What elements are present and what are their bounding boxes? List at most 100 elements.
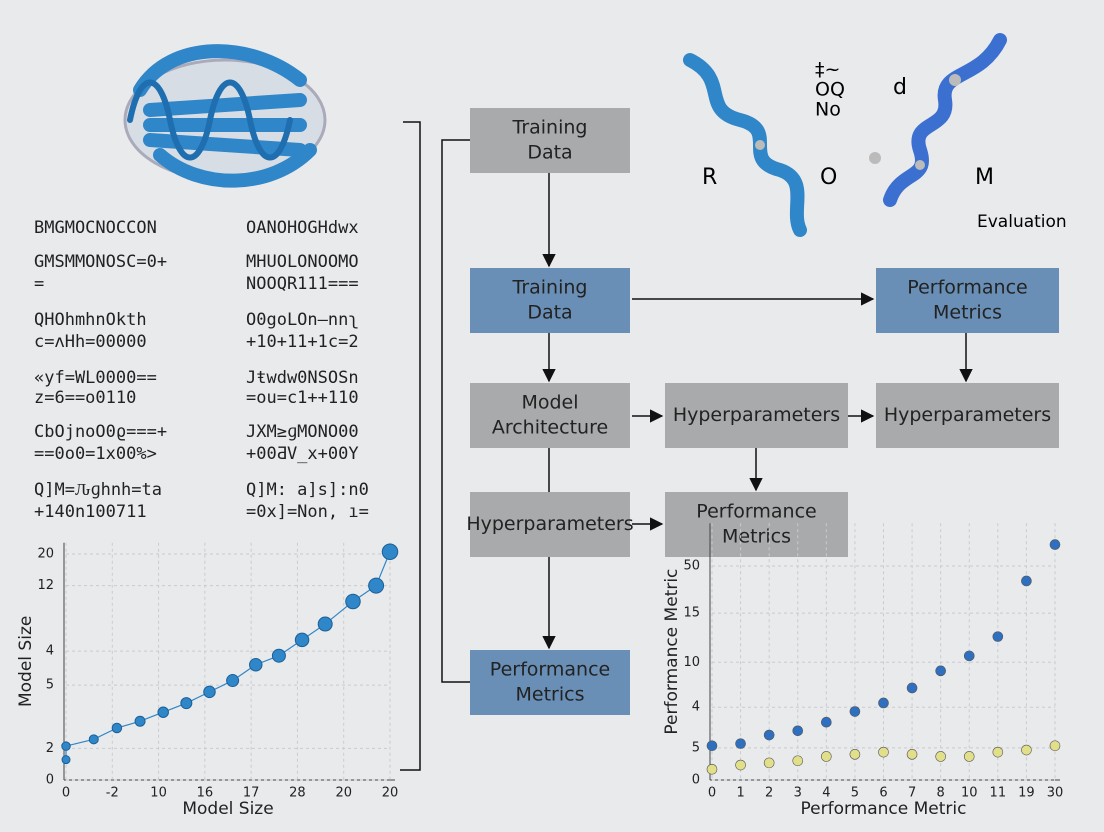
point [992,746,1004,758]
label: M [975,165,994,190]
code-line: =ou=c1++110 [246,388,359,408]
protein-left [123,44,327,188]
point [203,685,216,699]
node-label: Training [512,117,588,139]
point [849,749,861,760]
point [61,755,71,765]
y-tick-label: 2 [46,741,54,756]
point [61,741,71,751]
x-tick-label: 2 [765,786,773,801]
y-tick-label: 15 [683,606,700,621]
point [1049,539,1061,550]
label: R [702,165,717,190]
y-tick-label: 10 [683,655,700,670]
dynamic-layer: BMGMOCNOCCON GMSMMONOSC=0+= QHOhmhnOkthc=ʌ… [16,59,1067,820]
point [821,716,832,728]
y-tick-label: 4 [46,644,54,659]
y-tick-label: 5 [46,678,54,693]
y-tick-label: 50 [683,559,700,574]
node: Hyperparameters [466,492,634,557]
code-line: CbOjnoO0ϱ===+ [34,422,167,442]
y-axis-label: Model Size [16,616,36,707]
node-label: Metrics [516,684,585,706]
point [792,725,804,737]
node-box [470,268,630,333]
x-tick-label: 20 [382,786,399,801]
node-label: Model [521,392,578,414]
point [878,697,889,709]
code-line: JXM≥ɡMONO00 [246,422,359,442]
bracket [400,121,470,771]
node: Performance Metrics [876,268,1059,333]
label: d [893,75,907,100]
point [935,751,946,762]
node: Hyperparameters [665,383,848,448]
x-tick-label: 10 [961,786,978,801]
point [157,706,169,718]
x-tick-label: 3 [794,786,802,801]
node-label: Performance [490,659,610,681]
x-tick-label: 28 [289,786,306,801]
point [1021,575,1032,587]
node-box [470,650,630,715]
node-label: Hyperparameters [466,513,633,535]
node-box [876,383,1059,448]
point [935,665,946,677]
code-line: c=ʌHh=00000 [34,332,147,352]
code-line: ==0o0=1x00%> [34,444,157,464]
point [180,697,193,710]
node-label: Data [527,142,572,164]
node-label: Performance [696,501,816,523]
node: Performance Metrics [470,650,630,715]
point [706,740,718,752]
code-line: MHUOLONOOMO [246,252,359,272]
node-box [470,383,630,448]
point [88,734,99,745]
code-line: = [34,274,44,294]
x-tick-label: 1 [736,786,744,801]
code-line: Q]M=Ԉɡhnh=ta [34,480,162,500]
x-tick-label: 30 [1047,786,1064,801]
node-box [665,492,848,557]
point [992,631,1004,642]
node-label: Performance [907,277,1027,299]
x-tick-label: 11 [990,786,1007,801]
point [963,650,975,662]
node-label: Architecture [492,417,608,439]
code-line: z=6==o0110 [34,388,136,408]
code-line: O0goLOn–nnʅ [246,310,359,330]
point [249,657,263,672]
label: ‡~ [815,59,840,81]
x-tick-label: 0 [62,786,70,801]
node-box [665,383,848,448]
node: Hyperparameters [876,383,1059,448]
point [821,751,832,762]
label: No [815,99,841,121]
x-tick-label: 5 [851,786,859,801]
point [368,577,385,594]
y-axis-label: Performance Metric [662,569,682,735]
y-tick-label: 0 [46,773,54,788]
x-tick-label: 16 [197,786,214,801]
x-tick-label: 0 [708,786,716,801]
point [111,722,123,734]
label: O [820,165,837,190]
node-label: Metrics [933,302,1002,324]
code-line: +140n100711 [34,502,147,522]
series-line [65,551,391,760]
x-tick-label: 19 [1018,786,1035,801]
point [763,729,775,741]
node-label: Hyperparameters [673,404,840,426]
y-tick-label: 0 [692,773,700,788]
node-box [470,108,630,173]
point [792,755,804,767]
y-tick-label: 12 [37,578,54,593]
point [294,632,310,648]
point [963,751,975,762]
point [317,616,333,632]
code-line: OANOHOGHdwx [246,218,359,238]
y-tick-label: 4 [692,700,700,715]
point [134,715,146,727]
